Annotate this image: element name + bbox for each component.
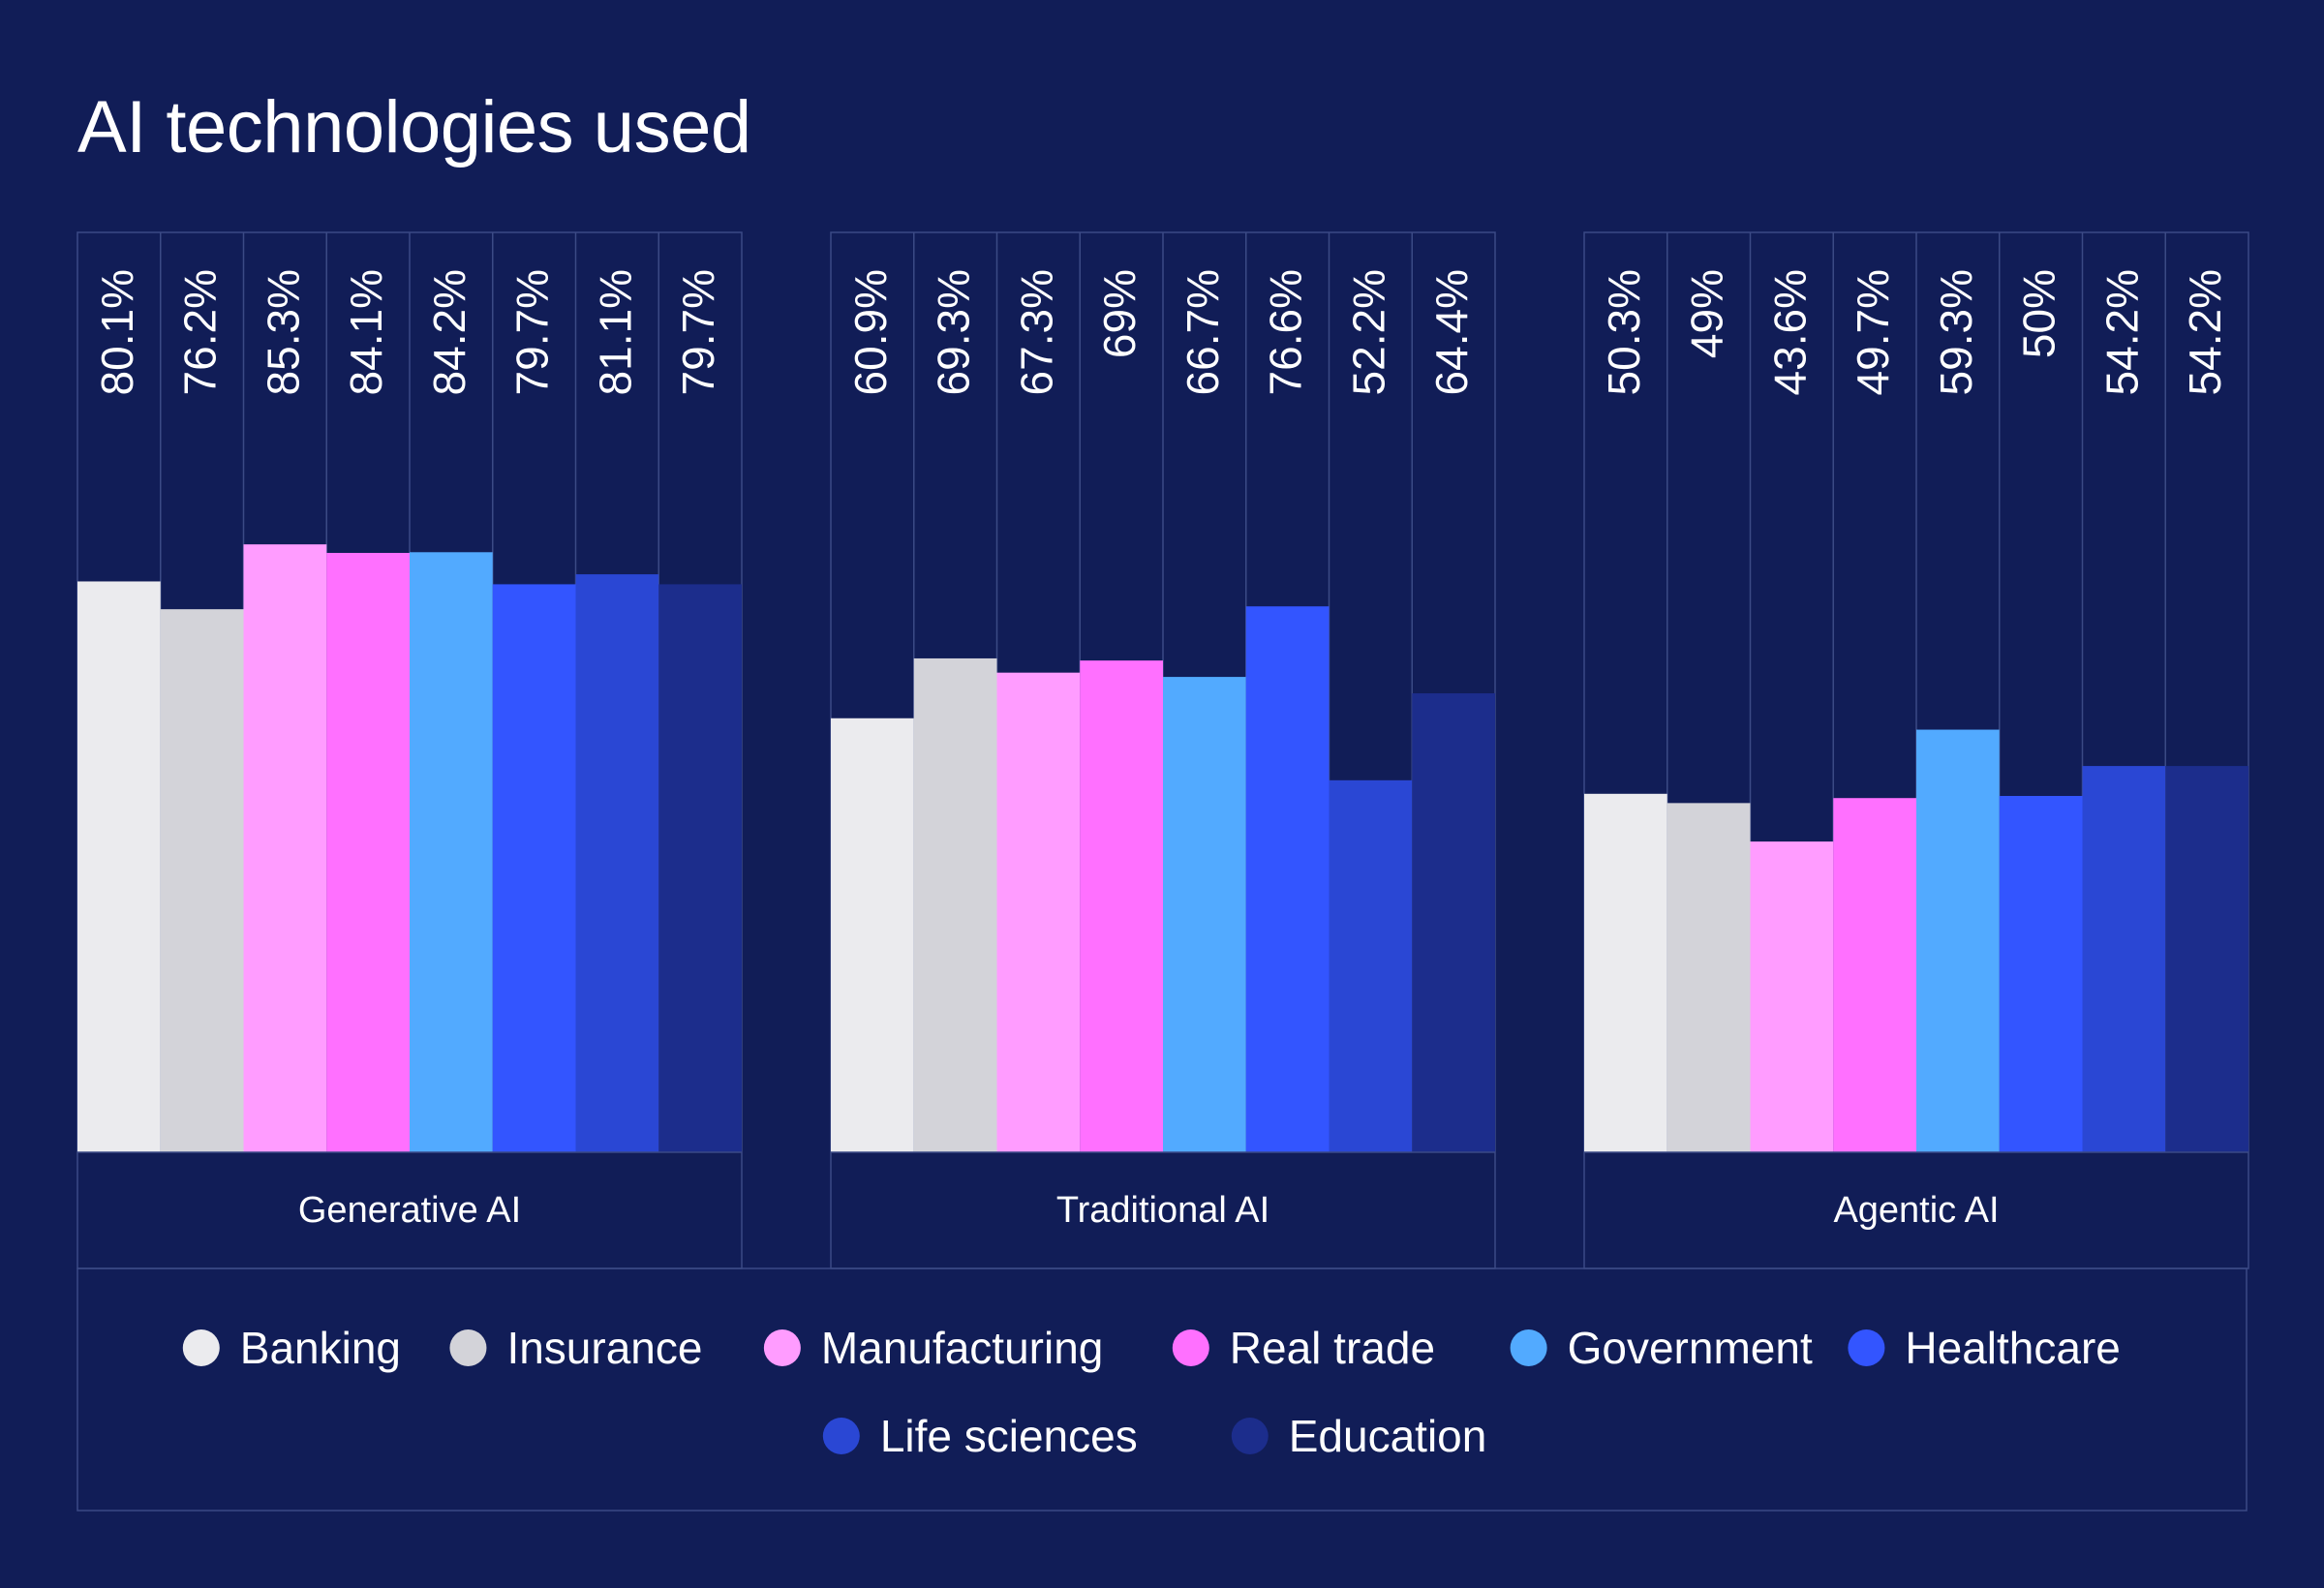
bar-traditional-ai-real-trade	[1080, 660, 1163, 1152]
legend-label-banking: Banking	[240, 1323, 401, 1373]
chart-title: AI technologies used	[77, 86, 751, 168]
category-label-generative-ai: Generative AI	[298, 1190, 521, 1231]
bar-generative-ai-manufacturing	[243, 544, 327, 1152]
value-label-traditional-ai-life-sciences: 52.2%	[1343, 269, 1393, 395]
bar-agentic-ai-manufacturing	[1750, 841, 1834, 1152]
legend-marker-government	[1510, 1329, 1547, 1366]
bar-traditional-ai-banking	[831, 718, 914, 1152]
bar-agentic-ai-healthcare	[1999, 796, 2083, 1152]
bar-traditional-ai-manufacturing	[996, 672, 1081, 1152]
category-label-agentic-ai: Agentic AI	[1833, 1190, 1999, 1231]
value-label-agentic-ai-healthcare: 50%	[2014, 269, 2064, 358]
legend-frame	[76, 1267, 2248, 1512]
value-label-traditional-ai-education: 64.4%	[1426, 269, 1477, 395]
legend-label-healthcare: Healthcare	[1905, 1323, 2120, 1373]
bar-agentic-ai-insurance	[1667, 803, 1751, 1152]
bar-agentic-ai-life-sciences	[2082, 766, 2166, 1152]
bar-generative-ai-government	[410, 552, 493, 1152]
value-label-generative-ai-life-sciences: 81.1%	[590, 269, 640, 395]
value-label-agentic-ai-banking: 50.3%	[1599, 269, 1649, 395]
bar-traditional-ai-healthcare	[1245, 606, 1330, 1152]
value-label-traditional-ai-healthcare: 76.6%	[1261, 269, 1311, 395]
value-label-traditional-ai-government: 66.7%	[1177, 269, 1228, 395]
value-label-agentic-ai-government: 59.3%	[1931, 269, 1981, 395]
bar-agentic-ai-real-trade	[1833, 798, 1916, 1152]
legend-label-government: Government	[1568, 1323, 1813, 1373]
value-label-generative-ai-education: 79.7%	[673, 269, 723, 395]
legend-label-manufacturing: Manufacturing	[821, 1323, 1104, 1373]
value-label-traditional-ai-insurance: 69.3%	[929, 269, 979, 395]
legend-marker-insurance	[449, 1329, 487, 1366]
legend-marker-healthcare	[1848, 1329, 1885, 1366]
value-label-agentic-ai-real-trade: 49.7%	[1848, 269, 1898, 395]
bar-agentic-ai-government	[1916, 729, 2000, 1152]
value-label-agentic-ai-manufacturing: 43.6%	[1764, 269, 1815, 395]
value-label-generative-ai-real-trade: 84.1%	[341, 269, 391, 395]
value-label-generative-ai-insurance: 76.2%	[175, 269, 226, 395]
bar-agentic-ai-education	[2165, 766, 2248, 1152]
bar-traditional-ai-life-sciences	[1329, 779, 1413, 1152]
legend-marker-banking	[182, 1329, 220, 1366]
bar-agentic-ai-banking	[1584, 793, 1667, 1152]
legend-label-education: Education	[1289, 1411, 1487, 1461]
value-label-agentic-ai-life-sciences: 54.2%	[2096, 269, 2147, 395]
value-label-agentic-ai-insurance: 49%	[1682, 269, 1732, 358]
bar-traditional-ai-education	[1412, 693, 1495, 1152]
legend-marker-real-trade	[1172, 1329, 1209, 1366]
bar-generative-ai-education	[658, 584, 742, 1152]
bar-traditional-ai-government	[1163, 677, 1246, 1152]
value-label-generative-ai-banking: 80.1%	[92, 269, 142, 395]
legend-label-life-sciences: Life sciences	[880, 1411, 1138, 1461]
legend-marker-manufacturing	[763, 1329, 801, 1366]
value-label-traditional-ai-banking: 60.9%	[845, 269, 896, 395]
legend-marker-life-sciences	[822, 1418, 860, 1454]
value-label-generative-ai-government: 84.2%	[424, 269, 474, 395]
value-label-traditional-ai-manufacturing: 67.3%	[1011, 269, 1061, 395]
value-label-traditional-ai-real-trade: 69%	[1094, 269, 1145, 358]
bar-generative-ai-real-trade	[326, 553, 410, 1152]
bar-generative-ai-insurance	[160, 609, 244, 1152]
bar-generative-ai-healthcare	[492, 584, 576, 1152]
legend-marker-education	[1231, 1418, 1269, 1454]
value-label-generative-ai-manufacturing: 85.3%	[258, 269, 308, 395]
legend-label-insurance: Insurance	[506, 1323, 702, 1373]
legend-label-real-trade: Real trade	[1230, 1323, 1435, 1373]
category-label-traditional-ai: Traditional AI	[1056, 1190, 1269, 1231]
bar-generative-ai-banking	[77, 581, 161, 1152]
bar-generative-ai-life-sciences	[575, 574, 659, 1152]
value-label-generative-ai-healthcare: 79.7%	[507, 269, 558, 395]
bar-traditional-ai-insurance	[913, 657, 997, 1152]
value-label-agentic-ai-education: 54.2%	[2180, 269, 2230, 395]
